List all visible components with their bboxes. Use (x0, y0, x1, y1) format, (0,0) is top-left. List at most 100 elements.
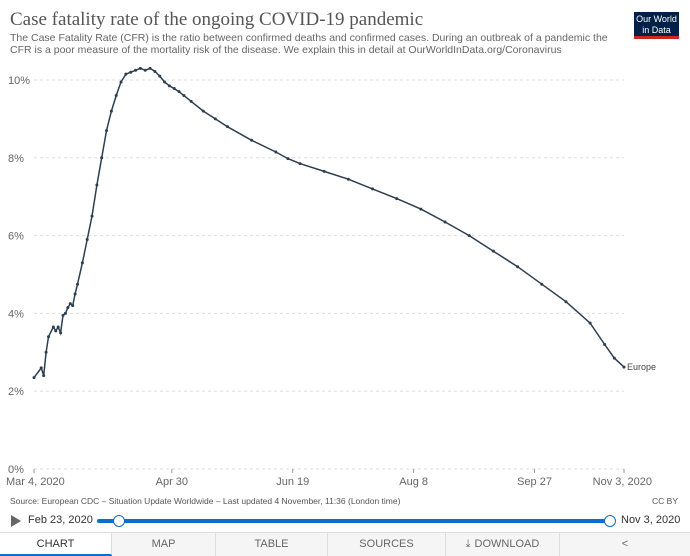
tab-table[interactable]: TABLE (216, 533, 328, 556)
tab-bar: CHART MAP TABLE SOURCES ⤓ DOWNLOAD < (0, 532, 690, 556)
data-point (59, 331, 63, 335)
data-point (44, 350, 48, 354)
data-point (32, 376, 36, 380)
data-point (201, 109, 205, 113)
tab-download[interactable]: ⤓ DOWNLOAD (446, 533, 560, 556)
data-point (167, 84, 171, 88)
chart-title: Case fatality rate of the ongoing COVID-… (10, 9, 424, 30)
y-tick-label: 10% (8, 75, 30, 87)
data-point (76, 282, 80, 286)
data-point (395, 197, 399, 201)
timeline-slider[interactable]: Feb 23, 2020 Nov 3, 2020 (0, 510, 690, 532)
data-point (148, 66, 152, 70)
tab-download-label: DOWNLOAD (474, 538, 540, 550)
tab-chart[interactable]: CHART (0, 533, 112, 556)
license-link[interactable]: CC BY (652, 496, 678, 506)
data-point (516, 265, 520, 269)
data-point (153, 69, 157, 73)
play-icon[interactable] (11, 515, 21, 527)
data-point (298, 162, 302, 166)
x-tick-label: Aug 8 (399, 476, 428, 488)
data-point (47, 335, 51, 339)
data-point (177, 90, 181, 94)
y-tick-label: 0% (8, 464, 24, 476)
data-point (612, 356, 616, 360)
tab-table-label: TABLE (254, 538, 289, 550)
line-chart[interactable]: 0% 2% 4% 6% 8% 10% Mar 4, 2020 Apr 30 Jun 19 Aug … (0, 60, 690, 490)
y-tick-label: 2% (8, 386, 24, 398)
data-point (54, 329, 58, 333)
data-point (491, 249, 495, 253)
data-point (467, 234, 471, 238)
data-point (124, 72, 128, 76)
source-note: Source: European CDC – Situation Update … (10, 496, 401, 506)
x-tick-label: Apr 30 (156, 476, 188, 488)
data-point (286, 157, 290, 161)
data-point (134, 68, 138, 72)
timeline-end-handle[interactable] (604, 515, 616, 527)
data-point (189, 99, 193, 103)
tab-chart-label: CHART (36, 538, 75, 550)
data-point (42, 374, 46, 378)
share-icon: < (621, 538, 629, 550)
data-point (225, 125, 229, 129)
download-icon: ⤓ (465, 538, 471, 550)
x-tick-label: Jun 19 (276, 476, 309, 488)
logo-line1: Our World (636, 14, 677, 24)
data-point (39, 366, 43, 370)
x-tick-label: Sep 27 (517, 476, 552, 488)
data-point (119, 80, 123, 84)
data-point (66, 306, 70, 310)
data-point (564, 300, 568, 304)
series-end-label: Europe (627, 362, 656, 372)
timeline-track[interactable] (97, 519, 612, 523)
data-point (63, 311, 67, 315)
tab-map[interactable]: MAP (112, 533, 216, 556)
data-point (213, 117, 217, 121)
timeline-start-label: Feb 23, 2020 (28, 514, 93, 526)
data-point (51, 325, 55, 329)
chart-subtitle: The Case Fatality Rate (CFR) is the rati… (10, 32, 608, 56)
data-point (68, 302, 72, 306)
data-point (71, 304, 75, 308)
x-tick-label: Nov 3, 2020 (593, 476, 652, 488)
data-point (158, 74, 162, 78)
tab-map-label: MAP (151, 538, 176, 550)
y-tick-label: 6% (8, 231, 24, 243)
data-point (80, 261, 84, 265)
data-point (129, 70, 133, 74)
data-point (163, 80, 167, 84)
data-point (56, 325, 60, 329)
tab-sources[interactable]: SOURCES (328, 533, 446, 556)
data-point (90, 214, 94, 218)
timeline-start-handle[interactable] (113, 515, 125, 527)
data-point (182, 94, 186, 98)
x-tick-label: Mar 4, 2020 (6, 476, 65, 488)
data-point (114, 94, 118, 98)
data-point (346, 177, 350, 181)
data-point (85, 237, 89, 241)
owid-logo[interactable]: Our World in Data (634, 12, 679, 39)
data-point (622, 365, 626, 369)
tab-sources-label: SOURCES (359, 538, 414, 550)
logo-accent-bar (634, 36, 679, 39)
data-point (603, 343, 607, 347)
data-point (540, 282, 544, 286)
data-point (371, 187, 375, 191)
y-tick-label: 8% (8, 153, 24, 165)
data-point (322, 169, 326, 173)
data-point (250, 138, 254, 142)
data-point (419, 207, 423, 211)
tab-share[interactable]: < (560, 533, 690, 556)
data-point (61, 313, 65, 317)
data-point (105, 129, 109, 133)
timeline-end-label: Nov 3, 2020 (621, 514, 681, 526)
y-tick-label: 4% (8, 308, 24, 320)
data-point (109, 109, 113, 113)
data-point (443, 220, 447, 224)
data-point (274, 150, 278, 154)
logo-line2: in Data (642, 25, 671, 35)
data-point (588, 321, 592, 325)
data-point (138, 66, 142, 70)
data-point (143, 68, 147, 72)
